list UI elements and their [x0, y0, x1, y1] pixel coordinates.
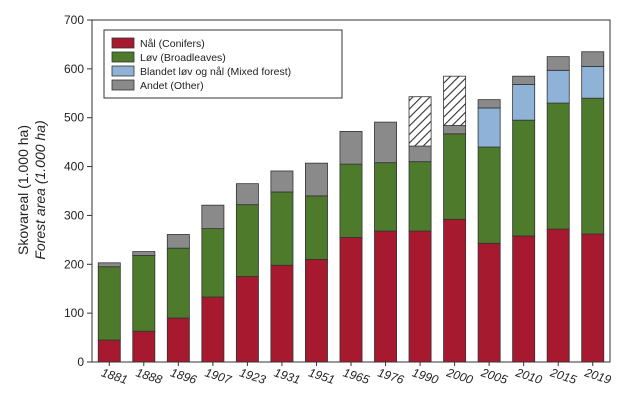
legend-label: Blandet løv og nål (Mixed forest): [140, 66, 291, 78]
x-tick-label: 2019: [582, 365, 613, 387]
x-tick-label: 1951: [307, 365, 337, 387]
legend-swatch: [111, 51, 135, 63]
bar-1990-series-0: [408, 230, 432, 363]
bar-1951-series-0: [305, 258, 328, 363]
bar-1881-series-1: [97, 266, 121, 341]
bar-1881-series-0: [97, 339, 121, 363]
x-tick-label: 2005: [479, 365, 510, 387]
x-tick-label: 1923: [238, 365, 268, 387]
bar-1931-series-0: [270, 264, 294, 363]
bar-2015-series-1: [546, 102, 570, 230]
bar-2015-series-0: [546, 228, 570, 363]
bar-1965-series-1: [339, 163, 363, 238]
y-tick-label: 500: [64, 111, 84, 125]
x-tick-label: 2000: [444, 365, 475, 387]
y-tick-label: 200: [64, 257, 84, 271]
bar-2000-series-1: [443, 133, 467, 220]
bar-1931-series-1: [270, 191, 294, 266]
bar-1965-series-0: [339, 237, 363, 363]
bar-1931-series-3: [270, 170, 294, 193]
bar-2015-series-3: [546, 56, 570, 71]
bar-1923-series-0: [235, 276, 259, 363]
legend-swatch: [111, 37, 135, 49]
y-tick-label: 300: [64, 208, 84, 222]
bar-1990-series-1: [408, 161, 432, 232]
legend: Nål (Conifers) Løv (Broadleaves) Blandet l…: [103, 29, 343, 99]
bar-1907-series-0: [201, 296, 225, 363]
x-tick-label: 1907: [203, 365, 234, 387]
bar-1888-series-0: [132, 330, 156, 363]
bar-1976-series-3: [374, 121, 397, 164]
bar-1881-series-3: [97, 262, 121, 268]
x-tick-label: 1888: [134, 365, 164, 387]
x-tick-label: 1896: [169, 365, 199, 387]
y-axis-title-english: Forest area (1.000 ha): [32, 120, 48, 259]
bar-2010-series-0: [512, 235, 536, 363]
bar-1923-series-1: [235, 204, 259, 277]
bar-1990-series-4: [408, 96, 432, 147]
bar-2019-series-0: [581, 233, 605, 363]
bar-2000-series-0: [443, 218, 467, 363]
bar-2000-series-3: [443, 125, 467, 135]
bar-2019-series-2: [581, 66, 605, 99]
bar-2005-series-2: [477, 107, 501, 148]
bar-1888-series-3: [132, 251, 156, 256]
y-tick-label: 100: [64, 306, 84, 320]
bar-1976-series-1: [374, 162, 397, 232]
bar-1990-series-3: [408, 145, 432, 163]
legend-box: [103, 29, 343, 99]
x-tick-label: 1976: [376, 365, 406, 387]
bar-2019-series-1: [581, 97, 605, 235]
bar-2005-series-3: [477, 99, 501, 109]
bar-2005-series-1: [477, 146, 501, 244]
bar-2005-series-0: [477, 242, 501, 363]
y-tick-label: 700: [64, 13, 84, 27]
legend-swatch: [111, 79, 135, 91]
y-axis: 0 100 200 300 400 500 600 700: [64, 13, 92, 369]
y-axis-title: Skovareal (1.000 ha): [15, 125, 31, 255]
x-axis: 1881 1888 1896 1907 1923 1931 1951 1965 1976 1990…: [100, 362, 613, 387]
y-tick-label: 0: [77, 355, 84, 369]
bar-2010-series-3: [512, 75, 536, 85]
bar-2010-series-1: [512, 119, 536, 237]
legend-label: Nål (Conifers): [140, 38, 205, 50]
bar-1976-series-0: [374, 230, 397, 363]
bar-1965-series-3: [339, 130, 363, 165]
x-tick-label: 1931: [272, 365, 302, 387]
bar-1951-series-1: [305, 195, 328, 260]
bar-1896-series-3: [166, 234, 190, 249]
bar-1896-series-0: [166, 317, 190, 363]
x-tick-label: 2010: [513, 365, 544, 387]
plot-area: [91, 19, 611, 363]
x-tick-label: 1990: [410, 365, 440, 387]
legend-swatch: [111, 65, 135, 77]
x-tick-label: 2015: [548, 365, 579, 387]
bar-1923-series-3: [235, 183, 259, 206]
x-tick-label: 1965: [341, 365, 371, 387]
y-tick-label: 400: [64, 160, 84, 174]
bar-1907-series-3: [201, 204, 225, 230]
bar-1896-series-1: [166, 247, 190, 319]
bar-1907-series-1: [201, 228, 225, 298]
y-tick-label: 600: [64, 62, 84, 76]
bar-1888-series-1: [132, 255, 156, 332]
bar-2000-series-4: [443, 75, 467, 126]
legend-label: Andet (Other): [140, 80, 204, 92]
legend-label: Løv (Broadleaves): [140, 52, 226, 64]
bar-2010-series-2: [512, 84, 536, 121]
x-tick-label: 1881: [100, 365, 130, 387]
bar-2015-series-2: [546, 69, 570, 104]
bar-1951-series-3: [305, 162, 328, 197]
bar-2019-series-3: [581, 51, 605, 67]
